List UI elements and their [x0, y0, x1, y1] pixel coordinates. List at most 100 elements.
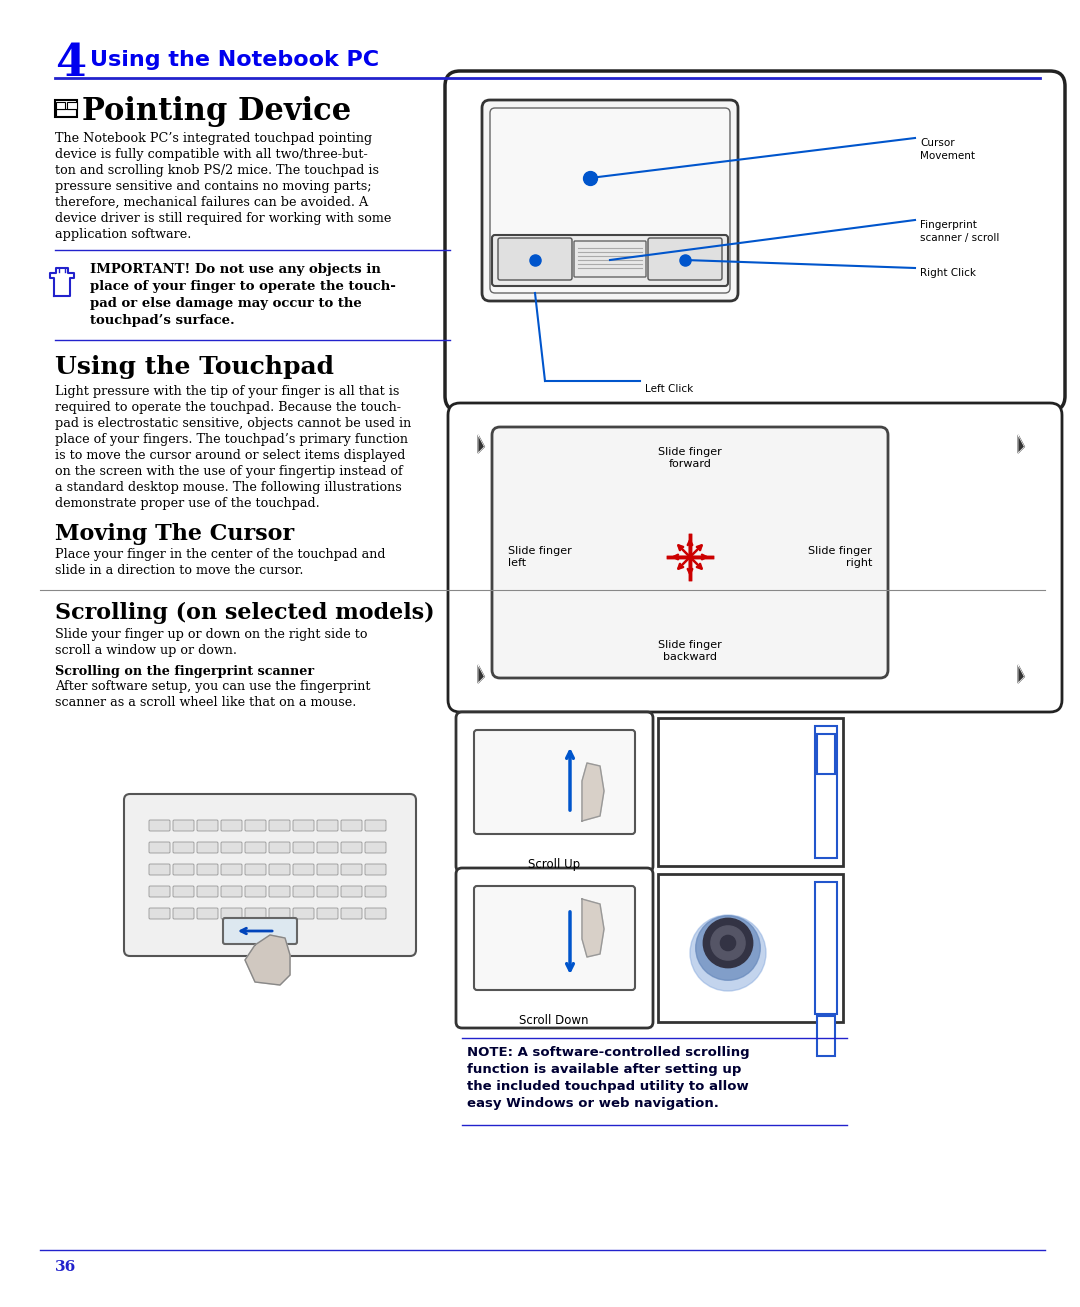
Circle shape [690, 915, 766, 991]
FancyBboxPatch shape [318, 908, 338, 919]
FancyBboxPatch shape [816, 1016, 835, 1056]
FancyBboxPatch shape [269, 908, 291, 919]
Text: place of your finger to operate the touch-: place of your finger to operate the touc… [90, 280, 396, 293]
FancyBboxPatch shape [365, 864, 386, 874]
FancyBboxPatch shape [269, 842, 291, 853]
Text: pressure sensitive and contains no moving parts;: pressure sensitive and contains no movin… [55, 180, 372, 193]
Text: Slide finger
backward: Slide finger backward [658, 640, 721, 663]
FancyBboxPatch shape [173, 819, 194, 831]
FancyBboxPatch shape [318, 819, 338, 831]
Polygon shape [1018, 435, 1024, 454]
FancyBboxPatch shape [67, 102, 77, 108]
Text: place of your fingers. The touchpad’s primary function: place of your fingers. The touchpad’s pr… [55, 433, 408, 446]
FancyBboxPatch shape [492, 235, 728, 286]
Text: on the screen with the use of your fingertip instead of: on the screen with the use of your finge… [55, 465, 403, 478]
FancyBboxPatch shape [341, 908, 362, 919]
FancyBboxPatch shape [318, 886, 338, 897]
Text: device driver is still required for working with some: device driver is still required for work… [55, 212, 391, 225]
FancyBboxPatch shape [498, 238, 572, 280]
Text: device is fully compatible with all two/three-but-: device is fully compatible with all two/… [55, 148, 368, 161]
FancyBboxPatch shape [173, 908, 194, 919]
Text: 4: 4 [55, 42, 86, 85]
FancyBboxPatch shape [365, 908, 386, 919]
FancyBboxPatch shape [221, 864, 242, 874]
Text: Using the Touchpad: Using the Touchpad [55, 356, 334, 379]
Text: After software setup, you can use the fingerprint: After software setup, you can use the fi… [55, 680, 370, 693]
Circle shape [703, 919, 753, 967]
Text: slide in a direction to move the cursor.: slide in a direction to move the cursor. [55, 565, 303, 576]
Text: the included touchpad utility to allow: the included touchpad utility to allow [467, 1080, 748, 1093]
FancyBboxPatch shape [293, 864, 314, 874]
FancyBboxPatch shape [318, 864, 338, 874]
Text: Slide finger
left: Slide finger left [508, 546, 571, 569]
Text: touchpad’s surface.: touchpad’s surface. [90, 314, 234, 327]
Text: 36: 36 [55, 1260, 77, 1274]
Text: IMPORTANT! Do not use any objects in: IMPORTANT! Do not use any objects in [90, 263, 381, 276]
Text: Cursor
Movement: Cursor Movement [920, 139, 975, 161]
Polygon shape [245, 935, 291, 985]
Text: Scrolling (on selected models): Scrolling (on selected models) [55, 603, 434, 625]
Text: ton and scrolling knob PS/2 mice. The touchpad is: ton and scrolling knob PS/2 mice. The to… [55, 163, 379, 176]
FancyBboxPatch shape [658, 718, 843, 867]
FancyBboxPatch shape [245, 842, 266, 853]
FancyBboxPatch shape [293, 842, 314, 853]
FancyBboxPatch shape [816, 735, 835, 774]
FancyBboxPatch shape [445, 71, 1065, 410]
FancyBboxPatch shape [341, 864, 362, 874]
FancyBboxPatch shape [648, 238, 723, 280]
Text: scroll a window up or down.: scroll a window up or down. [55, 644, 237, 657]
FancyBboxPatch shape [456, 712, 653, 872]
FancyBboxPatch shape [149, 908, 170, 919]
Text: Slide finger
forward: Slide finger forward [658, 447, 721, 469]
FancyBboxPatch shape [269, 886, 291, 897]
Text: Scroll Down: Scroll Down [519, 1014, 589, 1027]
Text: scanner as a scroll wheel like that on a mouse.: scanner as a scroll wheel like that on a… [55, 697, 356, 708]
Circle shape [696, 916, 760, 980]
FancyBboxPatch shape [573, 240, 646, 277]
Text: Right Click: Right Click [920, 268, 976, 278]
FancyBboxPatch shape [658, 874, 843, 1022]
Polygon shape [478, 435, 484, 454]
FancyBboxPatch shape [173, 864, 194, 874]
Text: function is available after setting up: function is available after setting up [467, 1063, 741, 1076]
FancyBboxPatch shape [197, 886, 218, 897]
FancyBboxPatch shape [149, 842, 170, 853]
FancyBboxPatch shape [173, 886, 194, 897]
FancyBboxPatch shape [448, 403, 1062, 712]
Text: Scroll Up: Scroll Up [528, 857, 580, 870]
FancyBboxPatch shape [815, 725, 837, 857]
FancyBboxPatch shape [365, 819, 386, 831]
FancyBboxPatch shape [197, 908, 218, 919]
FancyBboxPatch shape [245, 908, 266, 919]
FancyBboxPatch shape [55, 101, 77, 118]
FancyBboxPatch shape [222, 918, 297, 944]
Circle shape [711, 925, 745, 961]
FancyBboxPatch shape [318, 842, 338, 853]
FancyBboxPatch shape [173, 842, 194, 853]
FancyBboxPatch shape [245, 819, 266, 831]
FancyBboxPatch shape [149, 819, 170, 831]
FancyBboxPatch shape [456, 868, 653, 1029]
FancyBboxPatch shape [490, 108, 730, 293]
Text: The Notebook PC’s integrated touchpad pointing: The Notebook PC’s integrated touchpad po… [55, 132, 373, 145]
Text: Light pressure with the tip of your finger is all that is: Light pressure with the tip of your fing… [55, 386, 400, 399]
FancyBboxPatch shape [341, 819, 362, 831]
Text: demonstrate proper use of the touchpad.: demonstrate proper use of the touchpad. [55, 497, 320, 510]
FancyBboxPatch shape [365, 842, 386, 853]
FancyBboxPatch shape [341, 886, 362, 897]
FancyBboxPatch shape [124, 793, 416, 955]
FancyBboxPatch shape [221, 842, 242, 853]
FancyBboxPatch shape [245, 864, 266, 874]
FancyBboxPatch shape [474, 731, 635, 834]
FancyBboxPatch shape [245, 886, 266, 897]
FancyBboxPatch shape [492, 427, 888, 678]
FancyBboxPatch shape [293, 908, 314, 919]
Text: therefore, mechanical failures can be avoided. A: therefore, mechanical failures can be av… [55, 196, 368, 209]
FancyBboxPatch shape [197, 819, 218, 831]
FancyBboxPatch shape [293, 819, 314, 831]
Text: Slide your finger up or down on the right side to: Slide your finger up or down on the righ… [55, 627, 367, 640]
FancyBboxPatch shape [197, 842, 218, 853]
FancyBboxPatch shape [149, 886, 170, 897]
FancyBboxPatch shape [341, 842, 362, 853]
Text: application software.: application software. [55, 227, 191, 240]
